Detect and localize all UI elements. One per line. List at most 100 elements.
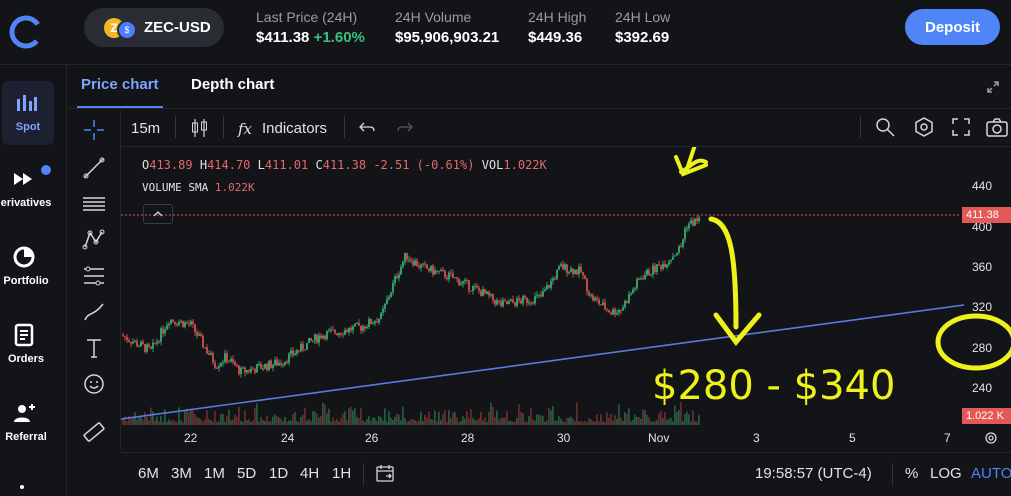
candle-body bbox=[188, 323, 190, 325]
volume-bar bbox=[684, 414, 686, 425]
timeframe-3m[interactable]: 3M bbox=[171, 465, 192, 482]
interval-selector[interactable]: 15m bbox=[131, 120, 161, 137]
log-toggle[interactable]: LOG bbox=[930, 465, 962, 482]
deposit-button[interactable]: Deposit bbox=[905, 9, 1000, 45]
candle-body bbox=[696, 218, 698, 221]
price-chart-canvas[interactable] bbox=[121, 147, 1011, 427]
candle-body bbox=[564, 264, 566, 270]
volume-bar bbox=[476, 420, 478, 425]
auto-toggle[interactable]: AUTO bbox=[971, 465, 1011, 482]
fib-tool-icon[interactable] bbox=[82, 264, 106, 288]
candlestick-icon[interactable] bbox=[190, 117, 210, 139]
volume-bar bbox=[186, 408, 188, 425]
horizontal-lines-icon[interactable] bbox=[82, 192, 106, 216]
volume-bar bbox=[188, 412, 190, 425]
candle-body bbox=[496, 300, 498, 305]
trend-line-icon[interactable] bbox=[82, 156, 106, 180]
fx-icon[interactable]: fx bbox=[238, 120, 253, 138]
candle-body bbox=[428, 268, 430, 272]
pattern-icon[interactable] bbox=[82, 228, 106, 252]
volume-bar bbox=[138, 417, 140, 425]
emoji-icon[interactable] bbox=[82, 372, 106, 396]
candle-body bbox=[610, 312, 612, 315]
candlestick-series bbox=[122, 215, 700, 378]
volume-bar bbox=[356, 417, 358, 425]
fullscreen-icon[interactable] bbox=[951, 117, 971, 137]
candle-body bbox=[554, 278, 556, 280]
timeframe-5d[interactable]: 5D bbox=[237, 465, 257, 482]
collapse-legend-button[interactable] bbox=[143, 204, 173, 224]
candle-body bbox=[488, 291, 490, 296]
timeframe-1m[interactable]: 1M bbox=[204, 465, 225, 482]
settings-icon[interactable] bbox=[913, 116, 935, 138]
candle-body bbox=[284, 361, 286, 365]
percent-toggle[interactable]: % bbox=[905, 465, 919, 482]
app-logo-icon[interactable] bbox=[8, 14, 44, 50]
volume-bar bbox=[290, 420, 292, 425]
candle-body bbox=[574, 269, 576, 275]
redo-icon[interactable] bbox=[397, 121, 413, 135]
brush-icon[interactable] bbox=[82, 300, 106, 324]
stat-value: $95,906,903.21 bbox=[395, 29, 500, 46]
stat-last-price: Last Price (24H) $411.38 +1.60% bbox=[256, 9, 365, 46]
candle-body bbox=[398, 274, 400, 278]
crosshair-icon[interactable] bbox=[82, 118, 106, 142]
zoom-icon[interactable] bbox=[874, 116, 896, 138]
volume-bar bbox=[278, 417, 280, 425]
candle-body bbox=[154, 342, 156, 344]
volume-bar bbox=[568, 417, 570, 425]
vol-label: VOL bbox=[481, 158, 504, 172]
volume-bar bbox=[292, 414, 294, 425]
candle-body bbox=[686, 228, 688, 230]
volume-bar bbox=[334, 420, 336, 425]
volume-bar bbox=[494, 416, 496, 425]
timeframe-1d[interactable]: 1D bbox=[269, 465, 289, 482]
pair-selector[interactable]: Z $ ZEC-USD bbox=[84, 8, 224, 47]
candle-body bbox=[412, 261, 414, 266]
candle-body bbox=[538, 294, 540, 296]
volume-bar bbox=[202, 421, 204, 425]
text-tool-icon[interactable] bbox=[82, 336, 106, 360]
ruler-icon[interactable] bbox=[82, 420, 106, 444]
volume-bar bbox=[300, 416, 302, 425]
sidebar-item-orders[interactable]: Orders bbox=[0, 313, 66, 377]
sidebar-item-portfolio[interactable]: Portfolio bbox=[0, 235, 66, 299]
sidebar-item-spot[interactable]: Spot bbox=[2, 81, 54, 145]
candle-body bbox=[242, 367, 244, 369]
candle-body bbox=[210, 353, 212, 355]
timeframe-1h[interactable]: 1H bbox=[332, 465, 352, 482]
axis-settings-icon[interactable] bbox=[984, 431, 998, 445]
volume-bar bbox=[560, 418, 562, 425]
volume-bar bbox=[536, 414, 538, 425]
candle-body bbox=[582, 272, 584, 276]
more-icon[interactable] bbox=[20, 485, 24, 489]
sidebar-item-derivatives[interactable]: erivatives bbox=[0, 157, 66, 221]
tab-price-chart[interactable]: Price chart bbox=[77, 76, 163, 108]
candle-body bbox=[494, 300, 496, 305]
undo-icon[interactable] bbox=[359, 121, 375, 135]
volume-bar bbox=[556, 421, 558, 425]
candle-body bbox=[310, 338, 312, 341]
volume-bar bbox=[416, 421, 418, 425]
camera-icon[interactable] bbox=[986, 117, 1008, 137]
timeframe-6m[interactable]: 6M bbox=[138, 465, 159, 482]
tab-depth-chart[interactable]: Depth chart bbox=[191, 76, 275, 93]
expand-icon[interactable] bbox=[986, 80, 1000, 94]
candle-body bbox=[166, 325, 168, 330]
timeframe-4h[interactable]: 4H bbox=[300, 465, 320, 482]
top-bar: Z $ ZEC-USD Last Price (24H) $411.38 +1.… bbox=[0, 0, 1011, 65]
sidebar: Spot erivatives Portfolio Orders Referra… bbox=[0, 65, 67, 495]
candle-body bbox=[136, 340, 138, 347]
indicators-button[interactable]: Indicators bbox=[262, 120, 328, 137]
volume-bar bbox=[392, 419, 394, 425]
volume-bar bbox=[322, 402, 324, 425]
volume-bar bbox=[302, 414, 304, 425]
volume-bar bbox=[346, 420, 348, 425]
annotation-circle bbox=[935, 313, 1011, 371]
volume-bar bbox=[574, 421, 576, 425]
date-range-icon[interactable] bbox=[375, 463, 395, 483]
candle-body bbox=[402, 261, 404, 267]
sidebar-item-referral[interactable]: Referral bbox=[0, 391, 66, 455]
volume-bar bbox=[306, 420, 308, 425]
volume-bar bbox=[452, 412, 454, 425]
